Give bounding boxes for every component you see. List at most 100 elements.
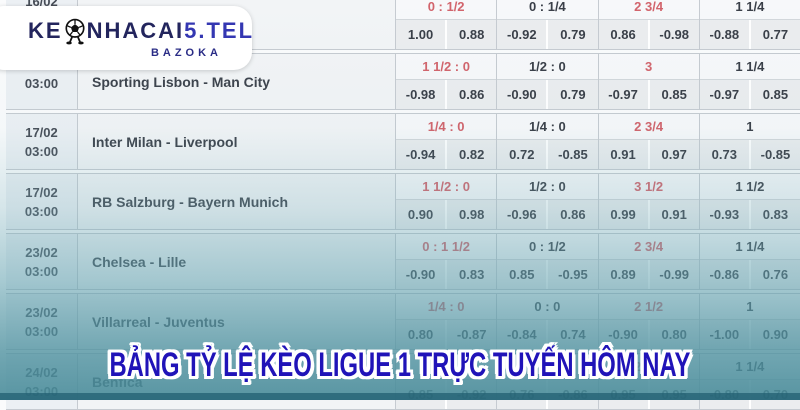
odds-row: -0.84 0.74 <box>497 320 598 349</box>
odds-cell[interactable]: 0.72 <box>497 140 549 169</box>
odds-row: 0.73 -0.85 <box>699 140 800 169</box>
date-cell: 17/02 03:00 <box>6 114 78 169</box>
odds-group: 3 1/2 0.99 0.91 <box>598 174 700 229</box>
match-date: 17/02 <box>25 124 58 140</box>
match-name[interactable]: RB Salzburg - Bayern Munich <box>78 174 396 229</box>
handicap-label: 1 1/2 <box>699 174 800 200</box>
odds-group: 2 3/4 0.86 -0.98 <box>598 0 700 49</box>
odds-cell[interactable]: 0.77 <box>750 20 800 49</box>
odds-cell[interactable]: -0.98 <box>396 80 448 109</box>
site-logo-card[interactable]: KE NHACAI 5.TEL BAZOKA <box>0 6 252 70</box>
odds-row: -0.88 0.77 <box>699 20 800 49</box>
date-cell: 23/02 03:00 <box>6 234 78 289</box>
odds-group: 1 -1.00 0.90 <box>699 294 800 349</box>
match-group: 17/02 03:00 RB Salzburg - Bayern Munich 1 1… <box>6 173 800 230</box>
odds-cell[interactable]: -0.86 <box>699 260 751 289</box>
handicap-label: 0 : 1 1/2 <box>396 234 497 260</box>
handicap-label: 1 1/2 : 0 <box>396 174 497 200</box>
odds-group: 0.85-0.92 <box>396 354 498 409</box>
odds-cell[interactable]: -0.84 <box>497 320 549 349</box>
handicap-label <box>497 354 598 380</box>
odds-row: 0.90 0.98 <box>396 200 497 229</box>
wordmark-left: KE <box>28 18 63 43</box>
odds-cell[interactable]: -0.94 <box>396 140 448 169</box>
odds-row: -0.97 0.85 <box>598 80 699 109</box>
odds-cell[interactable]: -0.88 <box>699 20 751 49</box>
match-time: 03:00 <box>24 143 59 159</box>
wordmark-domain: 5.TEL <box>184 18 255 43</box>
odds-cell[interactable]: 0.88 <box>447 20 497 49</box>
odds-cell[interactable]: 1.00 <box>396 20 448 49</box>
odds-cell[interactable]: 0.86 <box>447 80 497 109</box>
odds-cell[interactable]: 0.83 <box>750 200 800 229</box>
odds-cell[interactable]: -0.97 <box>598 80 650 109</box>
odds-cell[interactable]: 0.90 <box>750 320 800 349</box>
odds-cell[interactable]: 0.82 <box>447 140 497 169</box>
odds-cell[interactable]: 0.79 <box>548 20 598 49</box>
odds-cell[interactable]: -0.85 <box>750 140 800 169</box>
odds-row: -0.96 0.86 <box>497 200 598 229</box>
handicap-label: 1/4 : 0 <box>396 294 497 320</box>
match-date: 23/02 <box>25 304 58 320</box>
odds-group: 1 0.73 -0.85 <box>699 114 800 169</box>
odds-cell[interactable]: 0.86 <box>548 200 598 229</box>
odds-cell[interactable]: 0.85 <box>649 80 699 109</box>
odds-cell[interactable]: -0.90 <box>598 320 650 349</box>
match-name[interactable]: Benfica <box>78 354 396 409</box>
odds-cell[interactable]: -1.00 <box>699 320 751 349</box>
odds-group: 1 1/2 : 0 0.90 0.98 <box>396 174 498 229</box>
handicap-label: 0 : 1/4 <box>497 0 598 20</box>
odds-cell[interactable]: -0.87 <box>447 320 497 349</box>
handicap-label: 2 3/4 <box>598 234 699 260</box>
odds-cell[interactable]: 0.74 <box>548 320 598 349</box>
odds-cell[interactable]: -0.99 <box>649 260 699 289</box>
match-time: 03:00 <box>24 263 59 279</box>
odds-group: 0 : 1 1/2 -0.90 0.83 <box>396 234 498 289</box>
odds-cell[interactable]: -0.97 <box>699 80 751 109</box>
odds-cell[interactable]: 0.89 <box>598 260 650 289</box>
odds-cell[interactable]: -0.95 <box>548 260 598 289</box>
odds-cell[interactable]: 0.76 <box>750 260 800 289</box>
odds-cell[interactable]: 0.91 <box>649 200 699 229</box>
odds-cell[interactable]: 0.91 <box>598 140 650 169</box>
odds-row: -0.98 0.86 <box>396 80 497 109</box>
odds-cell[interactable]: 0.85 <box>497 260 549 289</box>
odds-cell[interactable]: 0.97 <box>649 140 699 169</box>
odds-group: 0.76-0.86 <box>497 354 599 409</box>
handicap-label: 1/4 : 0 <box>497 114 598 140</box>
odds-row: 0.72 -0.85 <box>497 140 598 169</box>
odds-cell[interactable]: -0.85 <box>548 140 598 169</box>
odds-cell[interactable]: -0.93 <box>699 200 751 229</box>
odds-cell[interactable]: 0.85 <box>750 80 800 109</box>
odds-row: 0.80 -0.87 <box>396 320 497 349</box>
odds-group: 1/2 : 0 -0.96 0.86 <box>497 174 599 229</box>
odds-cell[interactable]: 0.79 <box>548 80 598 109</box>
match-name[interactable]: Villarreal - Juventus <box>78 294 396 349</box>
wordmark-right: NHACAI <box>86 18 185 43</box>
odds-cell[interactable]: -0.90 <box>497 80 549 109</box>
match-group: 23/02 03:00 Villarreal - Juventus 1/4 : 0 0.… <box>6 293 800 350</box>
odds-cell[interactable]: 0.90 <box>396 200 448 229</box>
handicap-label: 0 : 1/2 <box>396 0 497 20</box>
odds-row: 0.89 -0.99 <box>598 260 699 289</box>
odds-cell[interactable]: -0.90 <box>396 260 448 289</box>
handicap-label: 2 1/2 <box>598 294 699 320</box>
date-cell: 24/02 03:00 <box>6 354 78 409</box>
odds-cell[interactable]: 0.98 <box>447 200 497 229</box>
odds-cell[interactable]: 0.86 <box>598 20 650 49</box>
odds-group: 0 : 1/2 0.85 -0.95 <box>497 234 599 289</box>
odds-cell[interactable]: 0.83 <box>447 260 497 289</box>
match-name[interactable]: Inter Milan - Liverpool <box>78 114 396 169</box>
odds-cell[interactable]: 0.99 <box>598 200 650 229</box>
odds-group: 0 : 1/4 -0.92 0.79 <box>497 0 599 49</box>
odds-cell[interactable]: 0.73 <box>699 140 751 169</box>
odds-group: 1 1/2 : 0 -0.98 0.86 <box>396 54 498 109</box>
odds-cell[interactable]: -0.92 <box>497 20 549 49</box>
odds-cell[interactable]: 0.80 <box>649 320 699 349</box>
match-name[interactable]: Chelsea - Lille <box>78 234 396 289</box>
odds-cell[interactable]: -0.98 <box>649 20 699 49</box>
odds-cell[interactable]: 0.80 <box>396 320 448 349</box>
handicap-label: 1 1/4 <box>699 234 800 260</box>
match-group: 23/02 03:00 Chelsea - Lille 0 : 1 1/2 -0.90 0… <box>6 233 800 290</box>
odds-cell[interactable]: -0.96 <box>497 200 549 229</box>
